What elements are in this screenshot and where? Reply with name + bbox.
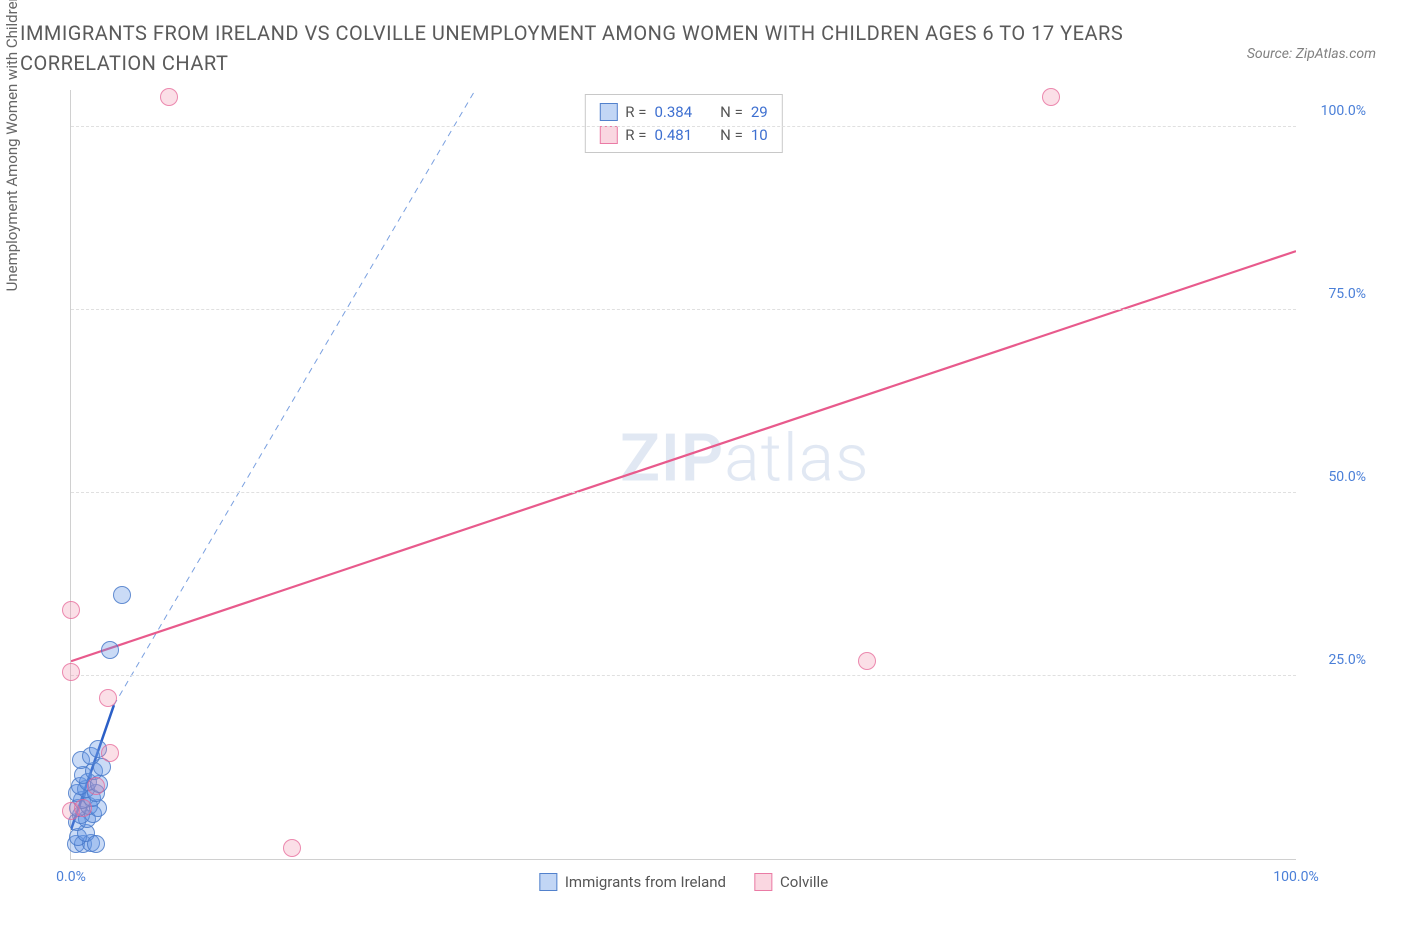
legend-swatch <box>754 873 772 891</box>
data-point <box>74 799 92 817</box>
trend-line <box>114 90 475 705</box>
data-point <box>160 88 178 106</box>
legend-item: Immigrants from Ireland <box>539 873 726 891</box>
gridline <box>71 492 1296 493</box>
gridline <box>71 309 1296 310</box>
data-point <box>101 641 119 659</box>
chart-title: IMMIGRANTS FROM IRELAND VS COLVILLE UNEM… <box>20 18 1170 78</box>
data-point <box>113 586 131 604</box>
legend-label: Immigrants from Ireland <box>565 873 726 891</box>
data-point <box>62 663 80 681</box>
source-label: Source: ZipAtlas.com <box>1247 46 1376 62</box>
watermark-thin: atlas <box>724 421 869 498</box>
legend-r-value: 0.384 <box>654 101 692 124</box>
legend-r-value: 0.481 <box>654 124 692 147</box>
legend-n-label: N = <box>720 101 743 124</box>
x-tick-label: 0.0% <box>56 869 86 885</box>
trend-lines <box>71 90 1296 859</box>
data-point <box>99 689 117 707</box>
watermark: ZIPatlas <box>620 421 870 498</box>
y-tick-label: 75.0% <box>1306 286 1366 302</box>
x-tick-label: 100.0% <box>1273 869 1318 885</box>
trend-line <box>71 251 1296 661</box>
data-point <box>87 835 105 853</box>
legend-row: R = 0.384 N = 29 <box>599 101 767 124</box>
y-axis-label: Unemployment Among Women with Children A… <box>3 0 21 291</box>
gridline <box>71 675 1296 676</box>
header: IMMIGRANTS FROM IRELAND VS COLVILLE UNEM… <box>0 0 1406 86</box>
data-point <box>858 652 876 670</box>
chart-area: Unemployment Among Women with Children A… <box>22 90 1376 900</box>
legend-row: R = 0.481 N = 10 <box>599 124 767 147</box>
legend-r-label: R = <box>625 101 646 124</box>
data-point <box>101 744 119 762</box>
legend-item: Colville <box>754 873 828 891</box>
y-tick-label: 25.0% <box>1306 652 1366 668</box>
y-tick-label: 50.0% <box>1306 469 1366 485</box>
gridline <box>71 126 1296 127</box>
legend-n-label: N = <box>720 124 743 147</box>
correlation-legend: R = 0.384 N = 29 R = 0.481 N = 10 <box>584 94 782 153</box>
y-tick-label: 100.0% <box>1306 103 1366 119</box>
series-legend: Immigrants from Ireland Colville <box>539 873 828 891</box>
plot-region: ZIPatlas R =0.384N =29R =0.481N =10 Immi… <box>70 90 1296 860</box>
legend-swatch <box>599 103 617 121</box>
data-point <box>87 777 105 795</box>
data-point <box>1042 88 1060 106</box>
legend-swatch <box>599 126 617 144</box>
watermark-bold: ZIP <box>620 421 724 498</box>
data-point <box>62 601 80 619</box>
legend-label: Colville <box>780 873 828 891</box>
data-point <box>283 839 301 857</box>
legend-r-label: R = <box>625 124 646 147</box>
legend-swatch <box>539 873 557 891</box>
legend-n-value: 10 <box>751 124 768 147</box>
legend-n-value: 29 <box>751 101 768 124</box>
